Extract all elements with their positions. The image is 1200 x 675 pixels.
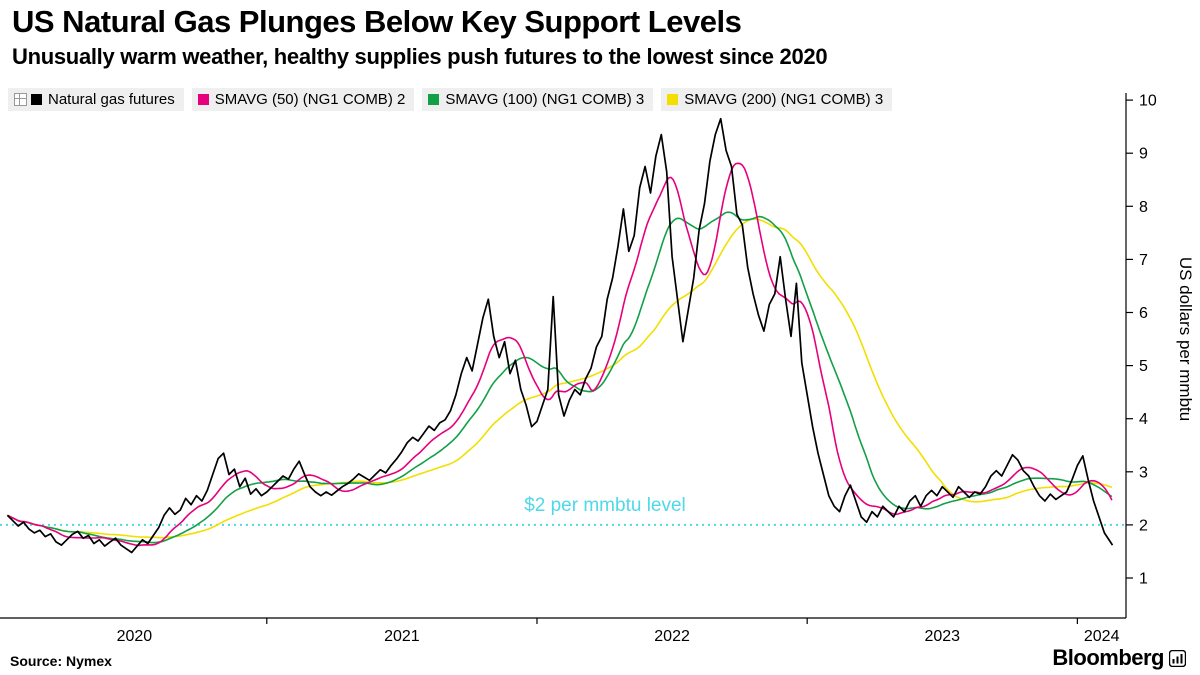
price-chart: $2 per mmbtu level 1 2 3 4 5 6 7 8 9 10 2020 2021 202… [0,93,1195,645]
chart-panel-icon[interactable] [14,93,27,106]
y-tick-label: 3 [1139,464,1148,481]
legend-swatch [667,94,679,105]
y-tick-label: 10 [1139,93,1157,110]
x-tick-label: 2020 [117,628,153,645]
sma100-line [7,211,1113,544]
y-tick-label: 9 [1139,146,1148,163]
page-title: US Natural Gas Plunges Below Key Support… [12,4,742,39]
legend-item[interactable]: SMAVG (50) (NG1 COMB) 2 [191,88,415,111]
x-tick-label: 2023 [924,628,960,645]
y-tick-label: 1 [1139,571,1148,588]
y-tick-label: 5 [1139,358,1148,375]
y-tick-label: 8 [1139,199,1148,216]
y-tick-label: 6 [1139,305,1148,322]
sma200-line [7,218,1113,539]
legend-item[interactable]: SMAVG (100) (NG1 COMB) 3 [422,88,654,111]
legend-swatch [428,94,440,105]
y-tick-label: 4 [1139,411,1148,428]
bloomberg-logo: Bloomberg [1052,645,1186,671]
page-subtitle: Unusually warm weather, healthy supplies… [12,44,828,69]
legend-swatch [197,94,209,105]
y-axis-title: US dollars per mmbtu [1176,257,1195,421]
legend-label: SMAVG (100) (NG1 COMB) 3 [445,91,645,108]
x-tick-label: 2024 [1084,628,1120,645]
futures-line [6,117,1114,554]
y-tick-label: 2 [1139,517,1148,534]
bloomberg-logo-icon [1169,649,1186,667]
legend-item[interactable]: SMAVG (200) (NG1 COMB) 3 [661,88,893,111]
legend-label: Natural gas futures [48,91,175,108]
bloomberg-wordmark: Bloomberg [1052,645,1164,670]
legend-label: SMAVG (200) (NG1 COMB) 3 [684,91,884,108]
legend-swatch [31,94,42,105]
legend-item[interactable]: Natural gas futures [8,88,184,111]
x-tick-label: 2022 [654,628,690,645]
legend-label: SMAVG (50) (NG1 COMB) 2 [214,91,406,108]
threshold-annotation: $2 per mmbtu level [524,495,686,516]
x-tick-label: 2021 [384,628,420,645]
sma50-line [7,162,1113,547]
y-tick-label: 7 [1139,252,1148,269]
legend: Natural gas futures SMAVG (50) (NG1 COMB)… [8,88,893,111]
source-label: Source: Nymex [10,653,112,669]
